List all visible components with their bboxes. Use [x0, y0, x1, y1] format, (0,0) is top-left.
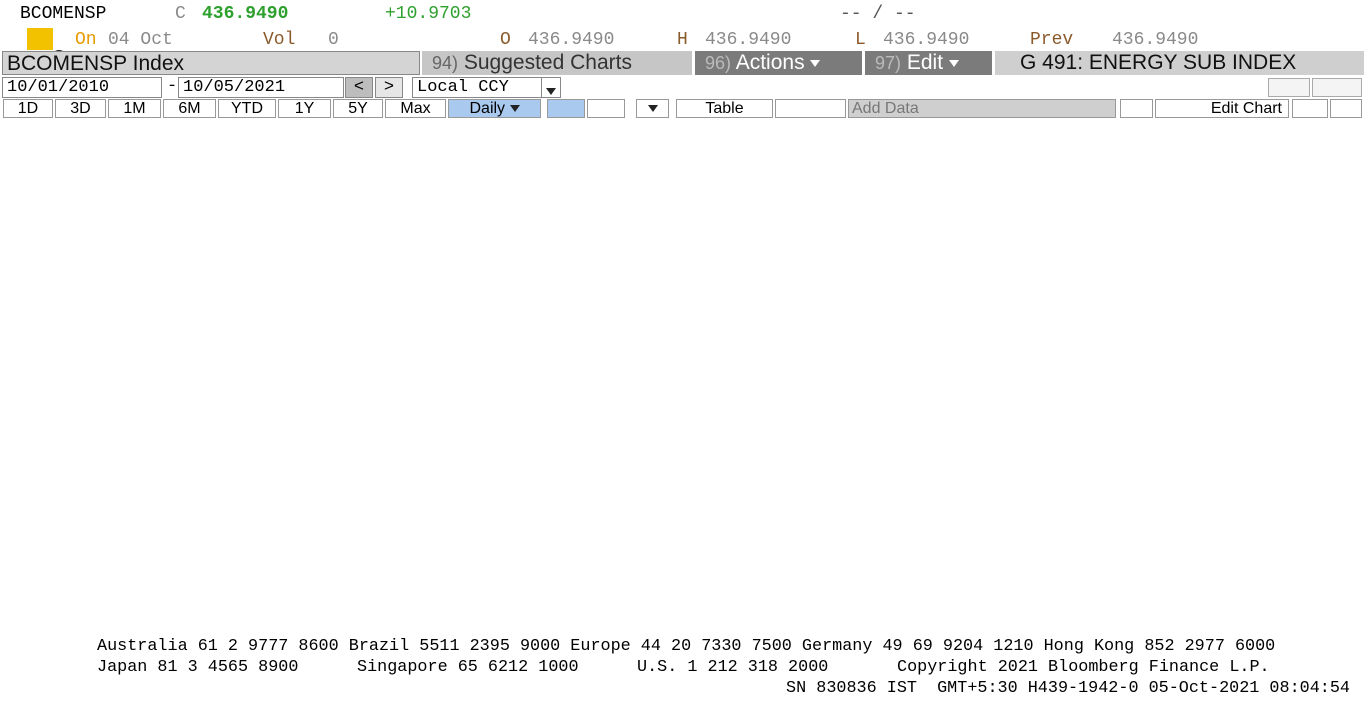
- period-button[interactable]: 1Y: [278, 99, 331, 118]
- collapse-button[interactable]: [1120, 99, 1153, 118]
- menu-number: 96): [705, 53, 732, 73]
- period-button[interactable]: 1M: [108, 99, 161, 118]
- prev: 436.9490: [1112, 30, 1199, 50]
- copyright: Copyright 2021 Bloomberg Finance L.P.: [897, 658, 1270, 677]
- undo-button[interactable]: [1268, 78, 1310, 97]
- menu-actions[interactable]: 96) Actions: [695, 51, 862, 75]
- low: 436.9490: [883, 30, 970, 50]
- price: 436.9490: [202, 4, 289, 24]
- footer-contact: Singapore 65 6212 1000: [357, 658, 579, 677]
- edit-chart-button[interactable]: Edit Chart: [1155, 99, 1289, 118]
- open-label: O: [500, 30, 511, 50]
- period-button[interactable]: 3D: [55, 99, 106, 118]
- period-button[interactable]: Max: [385, 99, 446, 118]
- bid-ask: -- / --: [840, 4, 916, 24]
- options-button[interactable]: [1330, 99, 1362, 118]
- low-label: L: [855, 30, 866, 50]
- footer-contacts: Australia 61 2 9777 8600 Brazil 5511 239…: [97, 637, 1276, 656]
- date: 04 Oct: [108, 30, 173, 50]
- period-button[interactable]: 1D: [3, 99, 53, 118]
- footer-contact: U.S. 1 212 318 2000: [637, 658, 829, 677]
- currency[interactable]: Local CCY: [412, 77, 542, 98]
- blank-field[interactable]: [775, 99, 846, 118]
- menu-number: 94): [432, 53, 459, 73]
- line-style-button[interactable]: [547, 99, 585, 118]
- menu-label: Edit: [906, 51, 944, 74]
- frequency: Daily: [469, 100, 506, 117]
- bar-style-button[interactable]: [587, 99, 625, 118]
- vol: 0: [328, 30, 339, 50]
- period-button[interactable]: YTD: [218, 99, 276, 118]
- menu-label: Suggested Charts: [463, 51, 632, 74]
- period-button[interactable]: 5Y: [333, 99, 383, 118]
- dropdown-arrow: [546, 88, 556, 96]
- ticker: BCOMENSP: [20, 4, 107, 24]
- period-button[interactable]: 6M: [163, 99, 216, 118]
- on-label: On: [75, 30, 97, 50]
- currency-dropdown[interactable]: [541, 77, 561, 98]
- menu-edit[interactable]: 97) Edit: [865, 51, 992, 75]
- function-name: G 491: ENERGY SUB INDEX: [995, 51, 1364, 75]
- add-data[interactable]: Add Data: [848, 99, 1116, 118]
- prev-label: Prev: [1030, 30, 1074, 50]
- dropdown-arrow: [647, 105, 658, 113]
- close-label: C: [175, 4, 186, 24]
- redo-button[interactable]: [1312, 78, 1362, 97]
- high-label: H: [677, 30, 688, 50]
- vol-label: Vol: [263, 30, 296, 50]
- footer-contact: Japan 81 3 4565 8900: [97, 658, 299, 677]
- settings-button[interactable]: [1292, 99, 1328, 118]
- security[interactable]: BCOMENSP Index: [2, 51, 420, 75]
- dropdown-arrow: [509, 105, 520, 113]
- menu-number: 97): [875, 53, 902, 73]
- change: +10.9703: [385, 4, 472, 24]
- high: 436.9490: [705, 30, 792, 50]
- frequency-button[interactable]: Daily: [448, 99, 541, 118]
- start-date[interactable]: 10/01/2010: [2, 77, 162, 98]
- dropdown-arrow: [810, 59, 821, 67]
- style-dropdown[interactable]: [636, 99, 669, 118]
- dropdown-arrow: [948, 59, 959, 67]
- table-button[interactable]: Table: [676, 99, 773, 118]
- menu-label: Actions: [735, 51, 805, 74]
- end-date[interactable]: 10/05/2021: [178, 77, 344, 98]
- separator: -: [167, 77, 178, 96]
- menu-suggested[interactable]: 94) Suggested Charts: [422, 51, 692, 75]
- next-button[interactable]: >: [375, 77, 403, 98]
- open: 436.9490: [528, 30, 615, 50]
- session-info: SN 830836 IST GMT+5:30 H439-1942-0 05-Oc…: [786, 679, 1350, 698]
- prev-button[interactable]: <: [345, 77, 373, 98]
